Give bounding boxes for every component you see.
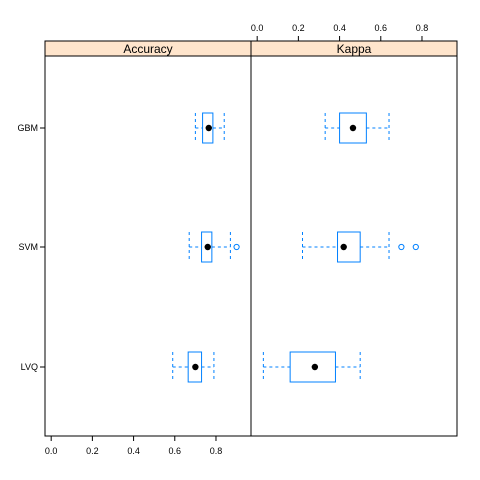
outlier-accuracy-svm-0 xyxy=(233,243,240,251)
strip-label-kappa: Kappa xyxy=(337,42,372,56)
x-tick-label-accuracy-1: 0.2 xyxy=(86,446,99,456)
x-tick-label-accuracy-3: 0.6 xyxy=(169,446,182,456)
x-tick-label-kappa-1: 0.2 xyxy=(292,23,305,33)
panel-frame-kappa xyxy=(250,55,458,437)
panel-frame-accuracy xyxy=(44,55,252,437)
median-kappa-gbm xyxy=(349,124,357,132)
outlier-kappa-svm-1 xyxy=(412,243,419,251)
box-accuracy-lvq xyxy=(187,351,203,383)
box-kappa-gbm xyxy=(339,112,367,144)
y-label-lvq: LVQ xyxy=(21,362,38,372)
median-accuracy-gbm xyxy=(205,124,212,132)
median-kappa-svm xyxy=(340,243,347,251)
x-tick-label-accuracy-4: 0.8 xyxy=(210,446,223,456)
strip-label-accuracy: Accuracy xyxy=(123,42,172,56)
y-label-gbm: GBM xyxy=(17,123,38,133)
x-tick-label-accuracy-0: 0.0 xyxy=(45,446,58,456)
box-kappa-svm xyxy=(337,231,361,263)
median-kappa-lvq xyxy=(311,363,319,371)
median-accuracy-lvq xyxy=(192,363,199,371)
x-tick-label-kappa-3: 0.6 xyxy=(375,23,388,33)
outlier-kappa-svm-0 xyxy=(398,243,405,251)
median-accuracy-svm xyxy=(204,243,211,251)
x-tick-label-kappa-2: 0.4 xyxy=(333,23,346,33)
box-kappa-lvq xyxy=(289,351,336,383)
box-accuracy-gbm xyxy=(202,112,214,144)
y-label-svm: SVM xyxy=(18,242,38,252)
x-tick-label-kappa-0: 0.0 xyxy=(251,23,264,33)
x-tick-label-accuracy-2: 0.4 xyxy=(127,446,140,456)
box-accuracy-svm xyxy=(201,231,213,263)
x-tick-label-kappa-4: 0.8 xyxy=(416,23,429,33)
